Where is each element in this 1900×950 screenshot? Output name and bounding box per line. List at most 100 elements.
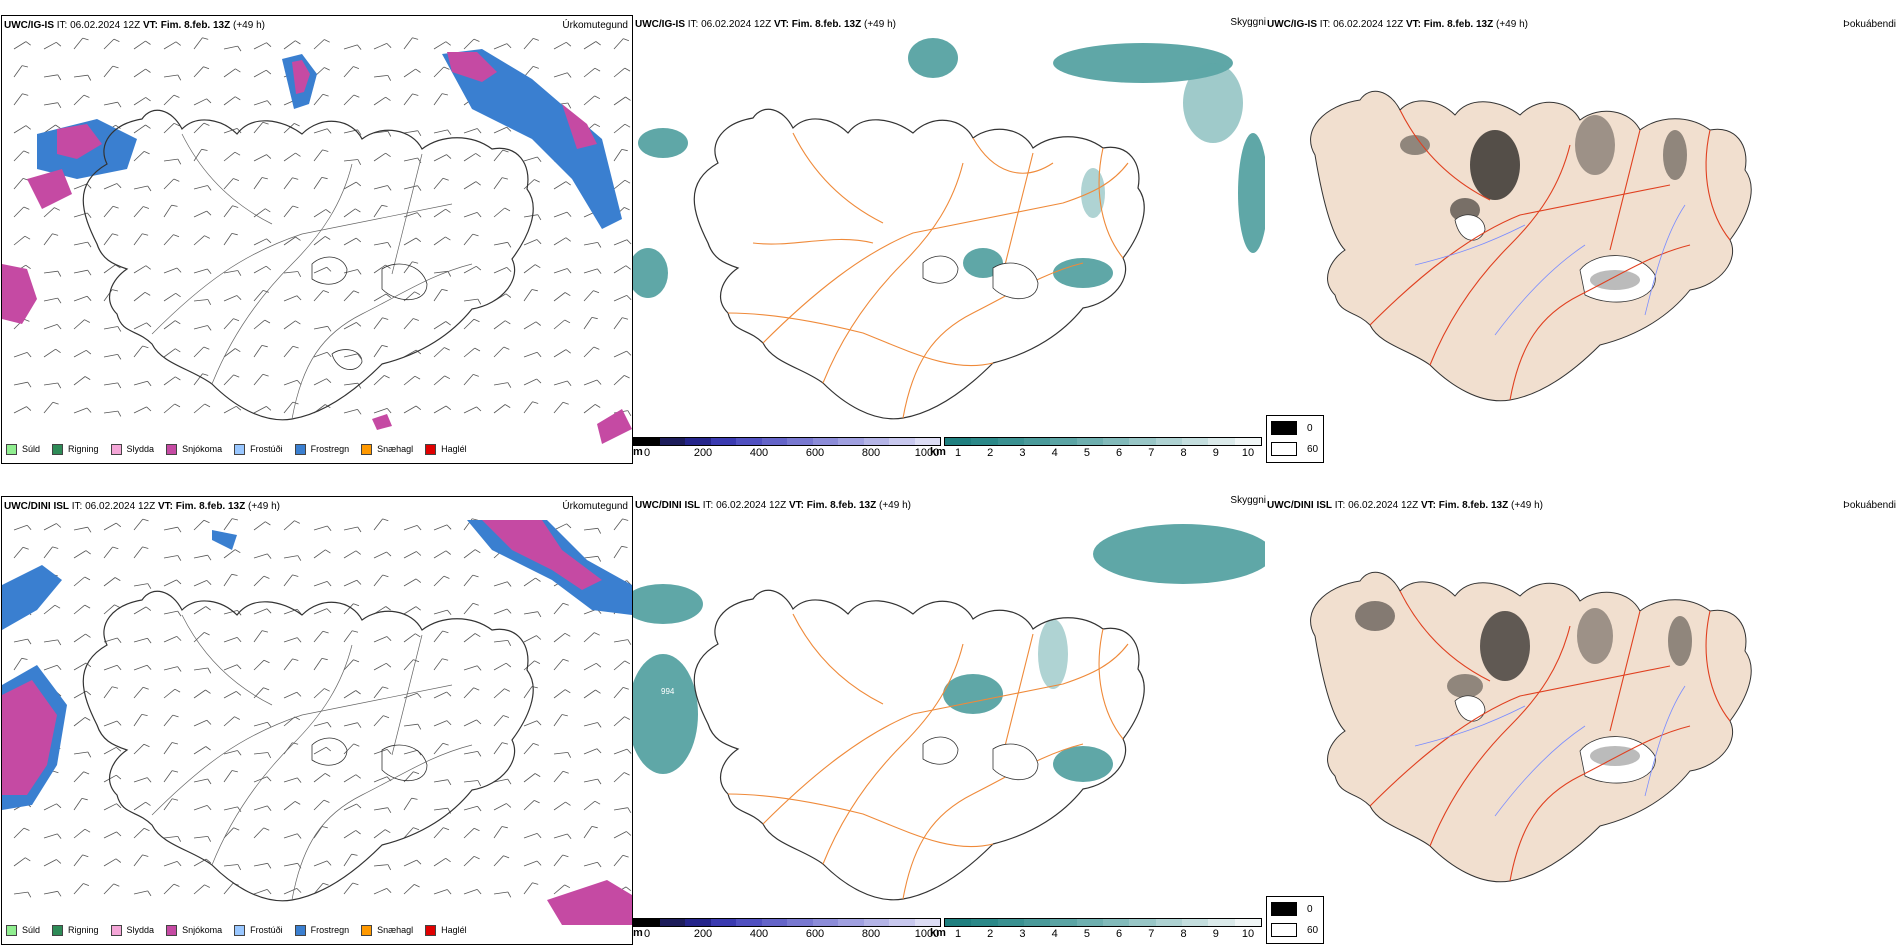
wind-barb-flag	[116, 803, 122, 809]
wind-barb-flag	[175, 348, 181, 353]
wind-barb	[223, 637, 238, 643]
wind-barb-flag	[413, 659, 420, 663]
wind-barb-flag	[263, 659, 270, 664]
panel-title: Þokuábendi	[1843, 500, 1896, 511]
wind-barb-flag	[294, 123, 300, 127]
wind-barb	[373, 96, 386, 106]
wind-barb-flag	[292, 177, 299, 180]
colorbar-tick: 5	[1083, 928, 1090, 940]
wind-barb	[343, 882, 354, 895]
colorbar-segment	[889, 919, 915, 926]
wind-barb-flag	[263, 687, 270, 691]
wind-barb-flag	[171, 204, 178, 207]
wind-barb	[283, 520, 295, 531]
wind-barb	[373, 636, 388, 643]
wind-barb	[103, 326, 118, 330]
wind-barb	[223, 45, 238, 50]
wind-barb-flag	[477, 780, 482, 787]
wind-barb-flag	[356, 322, 362, 327]
wind-barb-flag	[534, 179, 540, 183]
colorbar-tick: 200	[693, 447, 713, 459]
wind-barb-flag	[173, 883, 180, 887]
wind-barb-flag	[355, 690, 361, 695]
colorbar-tick: 8	[1180, 447, 1187, 459]
wind-barb	[433, 720, 448, 727]
wind-barb-flag	[475, 181, 481, 186]
wind-barb-flag	[266, 238, 272, 244]
wind-barb-flag	[266, 42, 272, 47]
wind-barb-flag	[26, 525, 32, 531]
wind-barb	[433, 129, 448, 134]
wind-barb-flag	[237, 864, 242, 871]
wind-barb	[133, 265, 147, 274]
wind-barb-flag	[145, 68, 151, 73]
wind-barb	[193, 403, 205, 414]
fog-swatch-0	[1271, 902, 1297, 916]
wind-barb-flag	[142, 345, 149, 349]
wind-barb	[463, 265, 477, 274]
wind-barb	[583, 748, 598, 755]
wind-barb-flag	[266, 154, 272, 159]
wind-barb-flag	[327, 326, 332, 332]
wind-barb	[193, 149, 202, 162]
cloud-panel-row1: UWC/IG-IS IT: 06.02.2024 12Z VT: Fim. 8.…	[633, 15, 1266, 464]
wind-barb	[253, 889, 268, 895]
panel-title: Þokuábendi	[1843, 19, 1896, 30]
iceland-coast	[693, 589, 1145, 901]
wind-barb	[313, 93, 324, 106]
wind-barb-flag	[562, 658, 569, 662]
wind-barb-flag	[627, 807, 632, 814]
wind-barb	[73, 526, 88, 531]
wind-barb	[463, 181, 477, 190]
wind-barb-flag	[597, 268, 602, 274]
wind-barb-flag	[52, 770, 59, 774]
panel-header: UWC/DINI ISL IT: 06.02.2024 12Z VT: Fim.…	[1267, 500, 1543, 511]
wind-barb-flag	[113, 883, 120, 887]
wind-barb-flag	[177, 610, 182, 617]
colorbar-tick: 3	[1019, 447, 1026, 459]
wind-barb-flag	[624, 772, 630, 776]
wind-barb	[133, 518, 144, 531]
wind-barb-flag	[387, 242, 392, 248]
wind-barb	[13, 65, 23, 78]
wind-barb	[313, 128, 328, 134]
wind-barb	[583, 778, 598, 783]
wind-barb	[163, 267, 178, 274]
wind-barb	[613, 687, 624, 699]
wind-barb-flag	[536, 860, 542, 866]
wind-barb-flag	[596, 379, 602, 385]
wind-barb-flag	[112, 65, 119, 69]
wind-barb	[553, 884, 565, 895]
road-network	[1369, 590, 1731, 882]
wind-barb	[553, 854, 564, 867]
wind-barb-flag	[112, 686, 119, 689]
wind-barb-flag	[23, 150, 30, 154]
wind-barb-flag	[206, 805, 212, 811]
wind-barb-flag	[237, 750, 242, 756]
wind-barb	[373, 864, 388, 867]
wind-barb	[403, 185, 418, 190]
wind-barb-flag	[415, 578, 422, 583]
wind-barb	[313, 149, 323, 162]
wind-barb-flag	[267, 863, 272, 869]
wind-barb-flag	[594, 404, 601, 408]
fog-map	[1310, 90, 1752, 402]
wind-barb	[403, 578, 417, 587]
wind-barb-flag	[353, 290, 360, 294]
wind-barb-flag	[532, 401, 539, 404]
wind-barb	[403, 37, 413, 50]
wind-barb	[583, 861, 598, 867]
wind-barb-flag	[203, 519, 210, 524]
wind-barb	[493, 662, 507, 671]
wind-barb	[103, 354, 118, 358]
wind-barb-flag	[476, 212, 482, 218]
wind-barb-flag	[207, 268, 212, 274]
wind-barb	[283, 637, 298, 643]
wind-barb	[343, 550, 357, 559]
wind-barb	[313, 608, 328, 615]
wind-barb-flag	[57, 271, 62, 277]
wind-barb-flag	[321, 177, 328, 180]
wind-barb-flag	[204, 884, 210, 888]
wind-barb-flag	[113, 38, 120, 42]
glaciers	[1454, 214, 1656, 303]
